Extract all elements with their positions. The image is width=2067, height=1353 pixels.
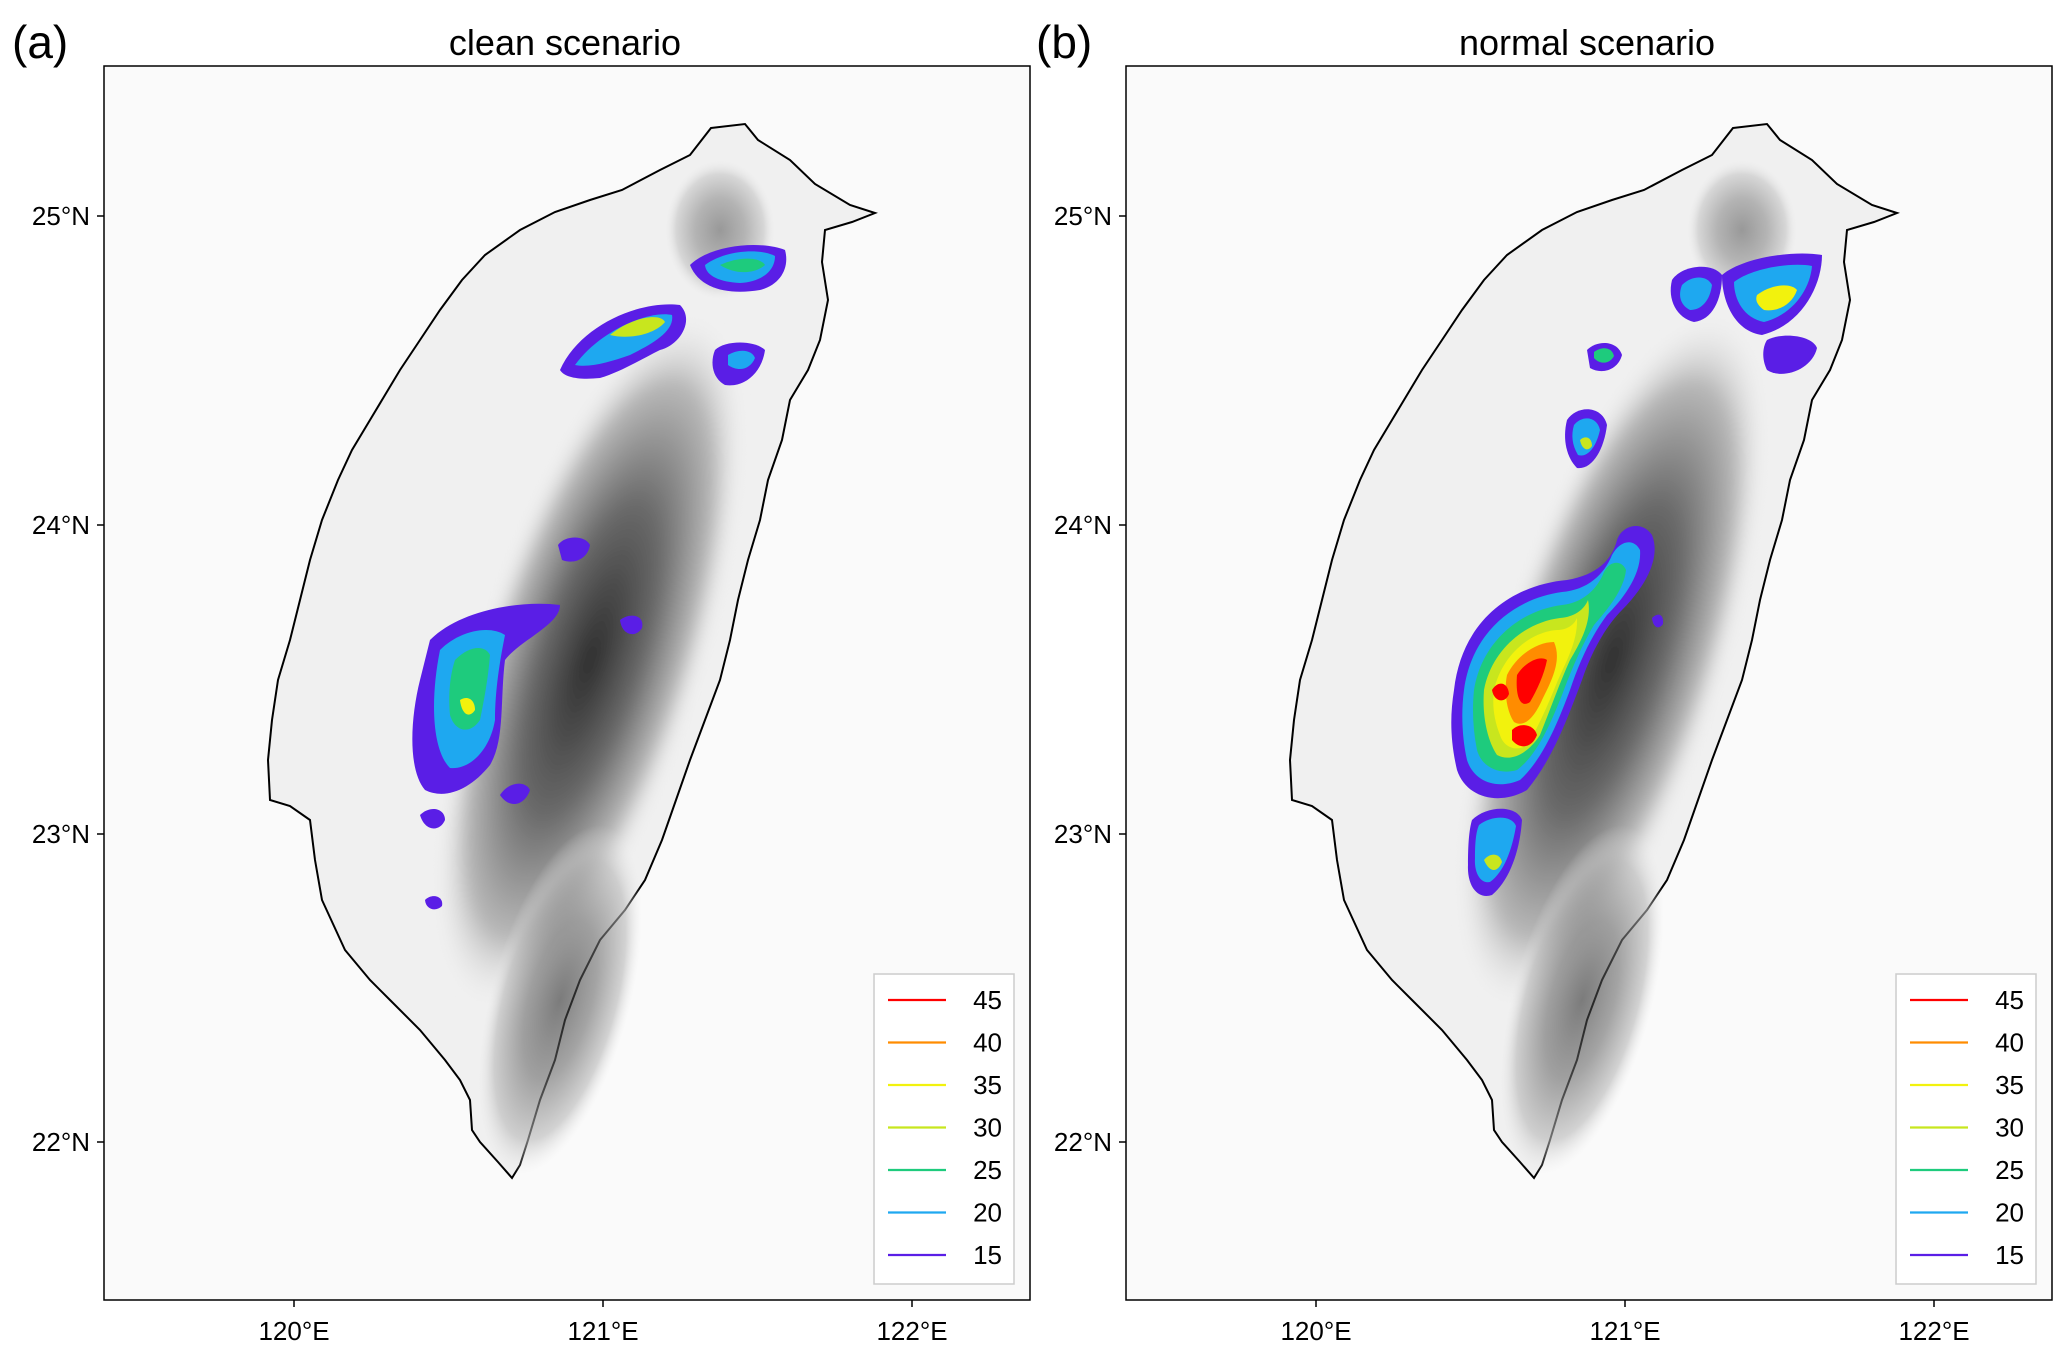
contour-15 — [420, 808, 445, 829]
panel-b-axes: 120°E 121°E 122°E 25°N 24°N 23°N 22°N — [1054, 201, 1970, 1346]
legend-label-35: 35 — [973, 1070, 1002, 1100]
legend-box — [1895, 973, 2037, 1285]
contour-30 — [610, 317, 665, 337]
contour-15 — [620, 615, 643, 635]
contour-20 — [1680, 277, 1712, 310]
contour-45 — [1512, 725, 1537, 747]
legend-label-40: 40 — [973, 1028, 1002, 1058]
contour-15 — [425, 896, 443, 910]
x-tick-label: 120°E — [1280, 1316, 1351, 1346]
panel-a-legend: 45 40 35 30 25 20 15 — [873, 973, 1015, 1285]
legend-label-30: 30 — [973, 1113, 1002, 1143]
panel-b-legend: 45 40 35 30 25 20 15 — [1895, 973, 2037, 1285]
contour-20 — [728, 350, 755, 370]
panel-a: (a) clean scenario — [12, 16, 1031, 1346]
contour-20 — [1572, 418, 1600, 456]
contour-35 — [460, 698, 475, 715]
contour-25 — [720, 258, 765, 273]
southern-range — [477, 825, 643, 1175]
contour-30 — [1580, 437, 1592, 450]
legend-label-45: 45 — [973, 985, 1002, 1015]
x-tick-label: 120°E — [258, 1316, 329, 1346]
contour-45 — [1492, 683, 1509, 701]
legend-label-25: 25 — [1995, 1155, 2024, 1185]
legend-label-15: 15 — [1995, 1240, 2024, 1270]
legend-label-30: 30 — [1995, 1113, 2024, 1143]
legend-label-40: 40 — [1995, 1028, 2024, 1058]
panel-a-letter: (a) — [12, 16, 68, 68]
x-tick-label: 122°E — [876, 1316, 947, 1346]
southern-range — [1499, 825, 1665, 1175]
panel-b-letter: (b) — [1036, 16, 1092, 68]
contour-45 — [1516, 658, 1547, 704]
y-tick-label: 25°N — [32, 201, 90, 231]
contour-35 — [1756, 285, 1797, 311]
contour-15 — [1763, 335, 1817, 374]
legend-box — [873, 973, 1015, 1285]
legend-label-25: 25 — [973, 1155, 1002, 1185]
central-mountain-range — [437, 315, 743, 1005]
panel-b: (b) normal scenario — [1036, 16, 2053, 1346]
panel-b-rain-contours — [1451, 253, 1822, 896]
panel-a-rain-contours — [412, 245, 787, 910]
panel-a-axes: 120°E 121°E 122°E 25°N 24°N 23°N 22°N — [32, 201, 948, 1346]
legend-label-35: 35 — [1995, 1070, 2024, 1100]
panel-b-title: normal scenario — [1459, 22, 1715, 63]
y-tick-label: 22°N — [1054, 1127, 1112, 1157]
contour-15 — [1652, 614, 1664, 628]
legend-label-20: 20 — [1995, 1198, 2024, 1228]
x-tick-label: 121°E — [567, 1316, 638, 1346]
contour-30 — [1484, 854, 1502, 870]
contour-25 — [1594, 348, 1614, 363]
y-tick-label: 22°N — [32, 1127, 90, 1157]
x-tick-label: 122°E — [1898, 1316, 1969, 1346]
y-tick-label: 25°N — [1054, 201, 1112, 231]
legend-label-45: 45 — [1995, 985, 2024, 1015]
y-tick-label: 23°N — [1054, 819, 1112, 849]
panel-a-title: clean scenario — [449, 22, 681, 63]
contour-15 — [558, 537, 590, 562]
central-mountain-range — [1459, 315, 1765, 1005]
legend-label-20: 20 — [973, 1198, 1002, 1228]
y-tick-label: 23°N — [32, 819, 90, 849]
contour-20 — [1474, 817, 1516, 883]
panel-a-island — [266, 122, 878, 1180]
legend-label-15: 15 — [973, 1240, 1002, 1270]
contour-15 — [500, 783, 530, 805]
y-tick-label: 24°N — [1054, 510, 1112, 540]
x-tick-label: 121°E — [1589, 1316, 1660, 1346]
y-tick-label: 24°N — [32, 510, 90, 540]
contour-25 — [449, 648, 490, 730]
